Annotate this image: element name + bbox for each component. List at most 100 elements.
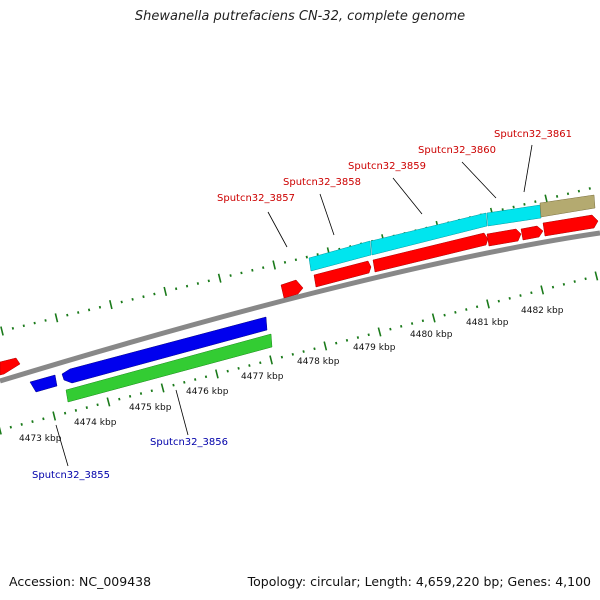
outer-scale-tick (77, 311, 80, 314)
feature-reverse-rna[interactable] (65, 333, 273, 403)
inner-scale-tick (96, 403, 99, 407)
inner-scale-tick (280, 355, 284, 359)
scale-tick-label: 4477 kbp (241, 372, 284, 382)
gene-label[interactable]: Sputcn32_3858 (283, 177, 361, 188)
inner-scale-tick (85, 406, 88, 410)
inner-scale-tick (508, 296, 511, 300)
inner-scale-tick (389, 327, 392, 331)
scale-tick-label: 4480 kbp (410, 330, 453, 340)
outer-scale-tick (555, 194, 559, 198)
outer-scale-tick (98, 305, 102, 309)
feature-forward-rna[interactable] (370, 212, 488, 256)
inner-scale-tick (63, 411, 67, 415)
outer-scale-tick (66, 313, 69, 317)
outer-scale-tick (142, 295, 145, 299)
inner-scale-tick (172, 383, 175, 387)
inner-scale-tick (302, 350, 305, 353)
outer-scale-tick (566, 192, 570, 196)
inner-scale-tick (551, 285, 555, 289)
inner-scale-tick (269, 355, 273, 365)
gene-label[interactable]: Sputcn32_3861 (494, 129, 572, 140)
feature-forward-cds[interactable] (313, 260, 372, 288)
feature-forward-cds[interactable] (486, 228, 522, 247)
inner-scale-tick (454, 310, 457, 314)
scale-tick-label: 4473 kbp (19, 434, 62, 444)
outer-scale-tick (109, 300, 113, 310)
feature-reverse-cds[interactable] (61, 316, 268, 384)
scale-tick-label: 4474 kbp (74, 418, 117, 428)
inner-scale-tick (74, 408, 78, 412)
feature-forward-rna[interactable] (486, 204, 542, 227)
inner-scale-tick (139, 392, 143, 395)
inner-scale-tick (194, 378, 197, 381)
outer-scale-tick (240, 271, 243, 275)
scale-tick-label: 4478 kbp (297, 357, 340, 367)
inner-scale-tick (465, 308, 468, 311)
gene-label[interactable]: Sputcn32_3855 (32, 470, 110, 481)
gene-label[interactable]: Sputcn32_3860 (418, 145, 496, 156)
inner-scale-tick (226, 369, 229, 373)
outer-scale-tick (577, 189, 581, 193)
inner-scale-tick (118, 397, 121, 401)
inner-scale-tick (540, 285, 545, 295)
inner-scale-tick (0, 426, 2, 435)
inner-scale-tick (106, 397, 111, 407)
inner-scale-tick (204, 375, 208, 379)
inner-scale-tick (497, 299, 500, 303)
feature-forward-rna[interactable] (308, 240, 372, 272)
inner-tick-ring (0, 271, 599, 435)
feature-other[interactable] (539, 194, 596, 218)
outer-scale-tick (523, 203, 526, 206)
inner-scale-tick (237, 366, 240, 370)
accession-text: Accession: NC_009438 (9, 574, 152, 589)
inner-scale-tick (248, 364, 251, 367)
inner-scale-tick (443, 313, 446, 317)
outer-scale-tick (163, 286, 168, 296)
inner-scale-tick (421, 319, 425, 323)
gene-label[interactable]: Sputcn32_3856 (150, 437, 228, 448)
inner-scale-tick (530, 291, 533, 295)
feature-forward-cds[interactable] (372, 232, 489, 273)
inner-scale-tick (519, 294, 522, 297)
feature-forward-cds[interactable] (542, 214, 599, 237)
inner-scale-tick (400, 324, 403, 328)
genome-backbone (0, 230, 600, 384)
outer-scale-tick (11, 326, 15, 330)
outer-scale-tick (131, 297, 134, 301)
scale-tick-label: 4482 kbp (521, 306, 564, 316)
scale-tick-label: 4476 kbp (186, 387, 229, 397)
inner-scale-tick (345, 338, 349, 342)
feature-forward-cds[interactable] (280, 279, 304, 299)
feature-reverse-cds[interactable] (0, 357, 21, 376)
gene-label[interactable]: Sputcn32_3857 (217, 193, 295, 204)
outer-scale-tick (0, 326, 4, 336)
inner-scale-tick (594, 271, 599, 281)
inner-scale-tick (410, 322, 414, 325)
genome-summary-text: Topology: circular; Length: 4,659,220 bp… (247, 574, 591, 589)
inner-scale-tick (562, 282, 566, 286)
inner-scale-tick (475, 305, 479, 309)
inner-scale-tick (9, 425, 12, 429)
outer-scale-tick (185, 284, 189, 288)
outer-scale-tick (153, 292, 156, 296)
scale-tick-label: 4475 kbp (129, 403, 172, 413)
inner-scale-tick (128, 394, 132, 398)
inner-scale-tick (291, 352, 294, 356)
outer-tick-ring (0, 187, 591, 336)
inner-scale-tick (367, 333, 370, 337)
scale-tick-labels: 4473 kbp 4474 kbp 4475 kbp 4476 kbp 4477… (19, 306, 564, 444)
map-title: Shewanella putrefaciens CN-32, complete … (134, 9, 466, 24)
outer-scale-tick (44, 319, 47, 322)
outer-scale-tick (294, 258, 298, 262)
inner-scale-tick (183, 380, 186, 384)
inner-scale-tick (160, 383, 165, 393)
feature-reverse-cds[interactable] (29, 374, 58, 393)
outer-scale-tick (305, 255, 308, 259)
inner-scale-tick (20, 422, 23, 426)
outer-scale-tick (196, 282, 200, 285)
gene-label[interactable]: Sputcn32_3859 (348, 161, 426, 172)
outer-scale-tick (54, 313, 59, 323)
feature-forward-cds[interactable] (520, 225, 544, 241)
outer-scale-tick (262, 266, 265, 270)
outer-scale-tick (272, 260, 276, 270)
